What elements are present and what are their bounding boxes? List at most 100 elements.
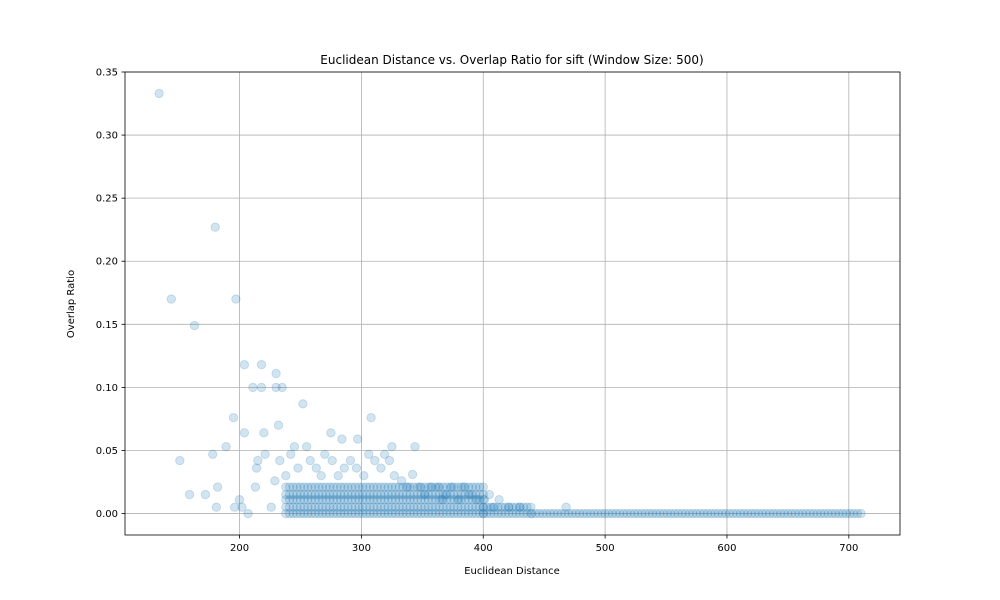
data-point xyxy=(823,508,833,519)
data-point xyxy=(303,508,313,519)
data-point xyxy=(511,502,521,512)
data-point xyxy=(288,489,298,500)
data-point xyxy=(306,489,317,500)
data-point xyxy=(298,399,308,409)
data-point xyxy=(383,502,393,512)
data-point xyxy=(281,508,291,519)
data-point xyxy=(379,449,390,459)
data-point xyxy=(228,413,239,423)
data-point xyxy=(409,489,419,500)
data-point xyxy=(350,495,360,505)
data-point xyxy=(314,502,324,512)
data-point xyxy=(317,508,328,519)
data-point xyxy=(354,502,364,512)
data-point xyxy=(637,508,647,519)
data-point xyxy=(336,482,346,492)
data-point xyxy=(471,495,481,505)
data-point xyxy=(314,495,324,505)
data-point xyxy=(456,502,466,512)
data-point xyxy=(384,455,395,466)
data-point xyxy=(442,489,452,500)
data-point xyxy=(463,502,474,512)
data-point xyxy=(289,442,300,452)
data-point xyxy=(390,495,401,505)
data-point xyxy=(593,508,603,519)
data-point xyxy=(389,471,399,481)
data-point xyxy=(629,508,640,519)
data-point xyxy=(409,482,419,492)
data-point xyxy=(288,495,298,505)
data-point xyxy=(239,428,250,438)
data-point xyxy=(442,508,452,519)
data-point xyxy=(184,489,195,500)
data-point xyxy=(237,502,247,512)
data-point xyxy=(489,502,499,512)
data-point xyxy=(454,495,464,505)
data-point xyxy=(332,508,342,519)
data-point xyxy=(284,502,295,512)
data-point xyxy=(303,489,313,500)
data-point xyxy=(852,508,863,519)
data-point xyxy=(479,495,490,505)
data-point xyxy=(746,508,756,519)
data-point xyxy=(387,482,397,492)
data-point xyxy=(250,482,261,492)
data-point xyxy=(651,508,661,519)
data-point xyxy=(449,489,459,500)
data-point xyxy=(560,508,570,519)
data-point xyxy=(281,471,291,481)
data-point xyxy=(496,508,507,519)
data-point xyxy=(343,482,353,492)
data-point xyxy=(325,495,335,505)
data-point xyxy=(310,508,320,519)
data-point xyxy=(347,489,357,500)
data-point xyxy=(474,482,485,492)
x-tick-label: 500 xyxy=(596,543,615,554)
data-point xyxy=(463,489,474,500)
data-point xyxy=(383,508,393,519)
y-tick-label: 0.25 xyxy=(96,194,118,205)
data-point xyxy=(221,442,231,452)
data-point xyxy=(488,502,498,512)
data-point xyxy=(347,508,357,519)
data-point xyxy=(538,508,548,519)
data-point xyxy=(317,502,328,512)
data-point xyxy=(522,508,532,519)
data-point xyxy=(420,502,430,512)
data-point xyxy=(834,508,844,519)
data-point xyxy=(310,482,320,492)
y-axis-ticks: 0.00 0.05 0.10 0.15 0.20 0.25 0.30 0.35 xyxy=(96,68,125,520)
data-point xyxy=(445,508,456,519)
data-point xyxy=(345,455,356,466)
data-point xyxy=(410,442,420,452)
data-point xyxy=(493,502,503,512)
data-point xyxy=(284,495,295,505)
data-point xyxy=(816,508,826,519)
data-point xyxy=(416,489,426,500)
data-point xyxy=(200,489,211,500)
data-point xyxy=(416,502,426,512)
data-point xyxy=(327,455,337,466)
data-point xyxy=(412,482,423,492)
data-point xyxy=(438,495,448,505)
data-point xyxy=(527,508,537,519)
data-point xyxy=(370,455,380,466)
data-point xyxy=(427,508,437,519)
data-point xyxy=(292,489,302,500)
data-point xyxy=(357,502,368,512)
data-point xyxy=(320,449,330,459)
data-point xyxy=(412,495,423,505)
data-point xyxy=(339,489,349,500)
data-point xyxy=(695,508,705,519)
data-point xyxy=(354,508,364,519)
data-point xyxy=(415,482,425,492)
data-point xyxy=(343,495,353,505)
data-point xyxy=(420,495,430,505)
data-point xyxy=(504,502,514,512)
data-point xyxy=(299,502,309,512)
data-point xyxy=(427,502,437,512)
data-point xyxy=(431,489,441,500)
data-point xyxy=(281,495,291,505)
data-point xyxy=(359,471,369,481)
